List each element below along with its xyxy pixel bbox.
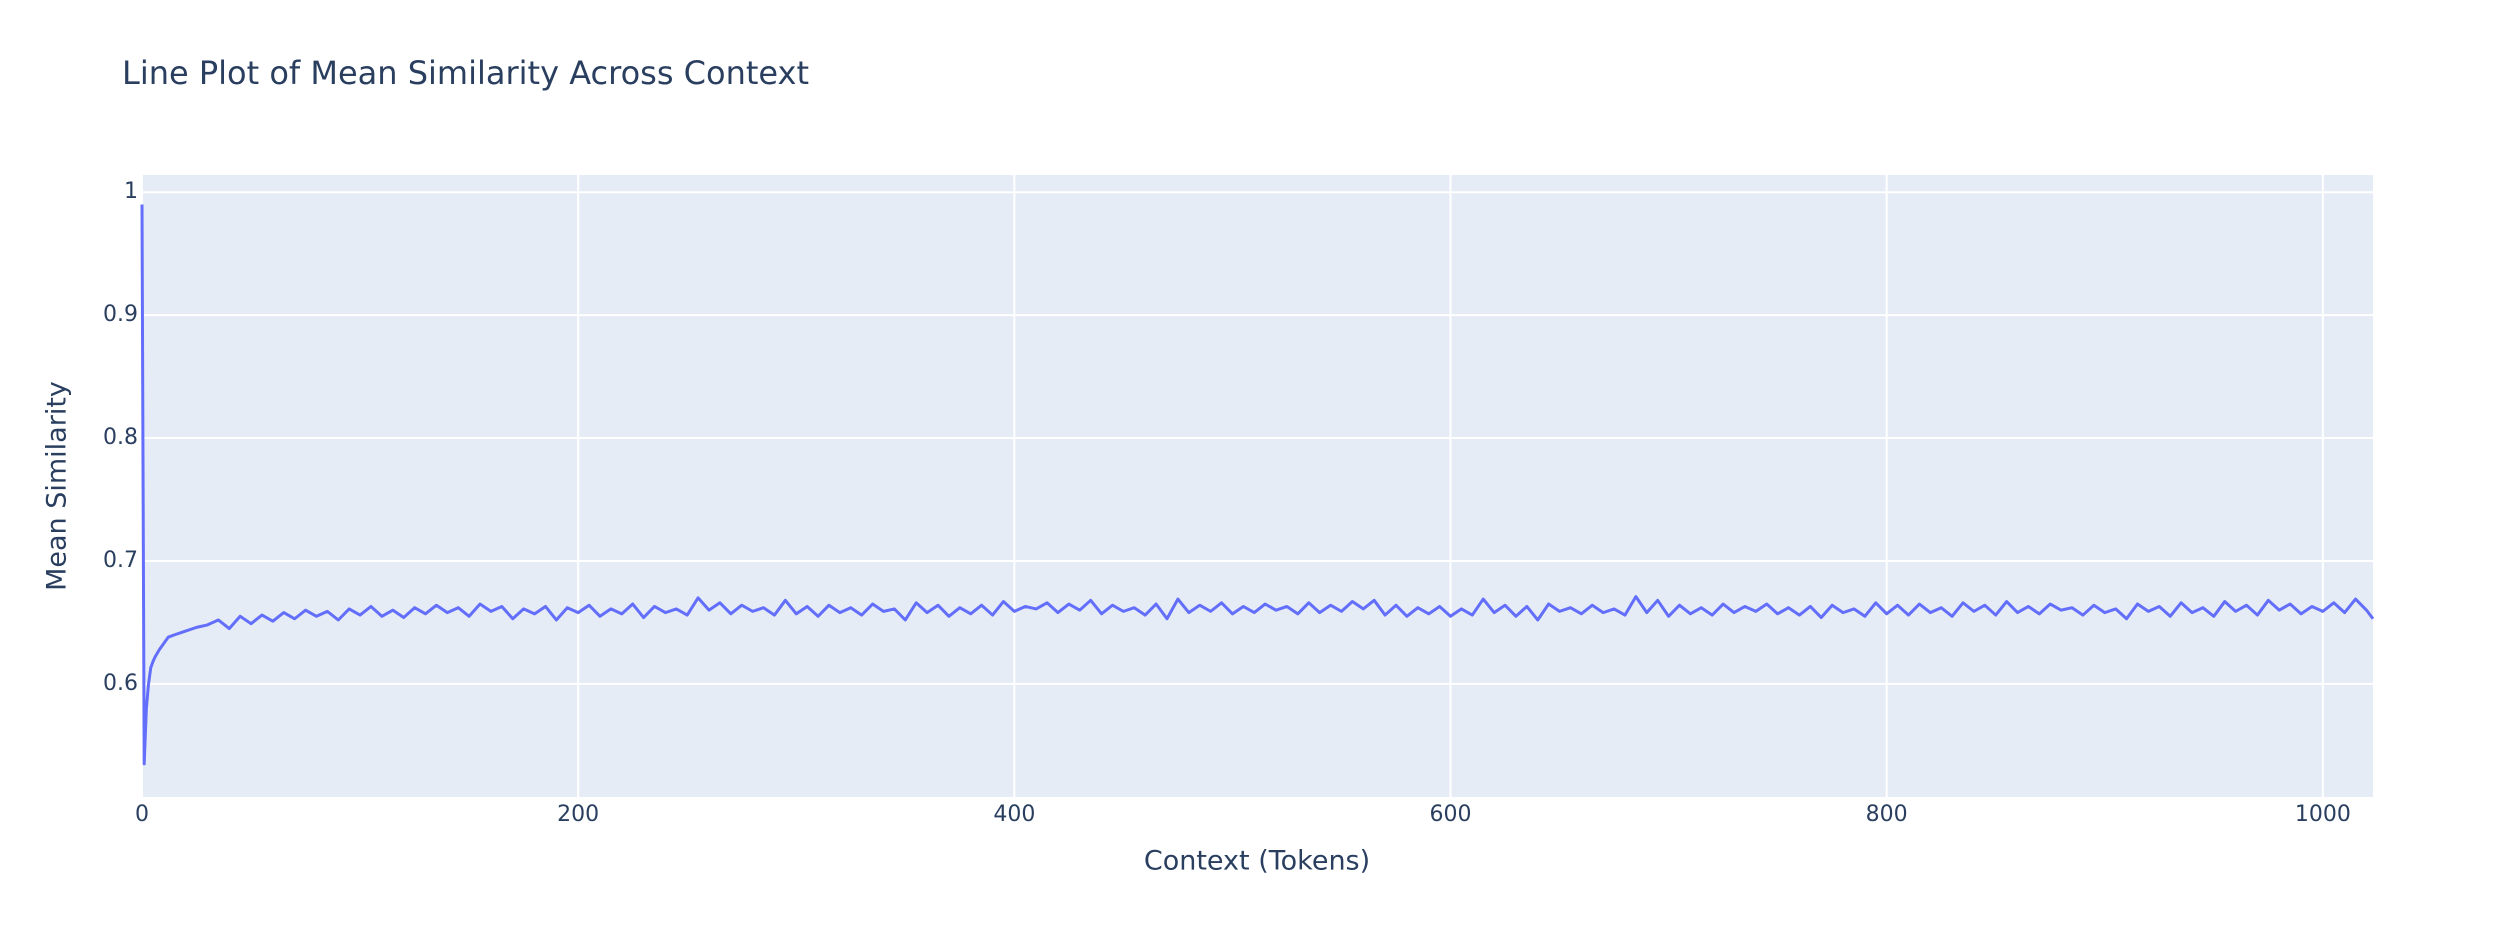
x-tick-label: 800 bbox=[1866, 802, 1908, 827]
x-tick-label: 0 bbox=[135, 802, 149, 827]
y-axis-title: Mean Similarity bbox=[42, 381, 73, 591]
plot-area bbox=[142, 175, 2373, 797]
y-tick-label: 0.9 bbox=[103, 302, 138, 327]
x-tick-label: 200 bbox=[557, 802, 599, 827]
y-tick-label: 1 bbox=[124, 179, 138, 204]
marks bbox=[140, 204, 2375, 766]
line bbox=[140, 204, 2375, 766]
y-tick-label: 0.8 bbox=[103, 425, 138, 450]
y-tick-label: 0.6 bbox=[103, 671, 138, 696]
y-tick-label: 0.7 bbox=[103, 548, 138, 573]
x-tick-label: 1000 bbox=[2295, 802, 2351, 827]
x-tick-label: 400 bbox=[993, 802, 1035, 827]
x-axis-title: Context (Tokens) bbox=[1144, 846, 1370, 877]
chart-title: Line Plot of Mean Similarity Across Cont… bbox=[122, 54, 809, 92]
x-tick-label: 600 bbox=[1430, 802, 1472, 827]
